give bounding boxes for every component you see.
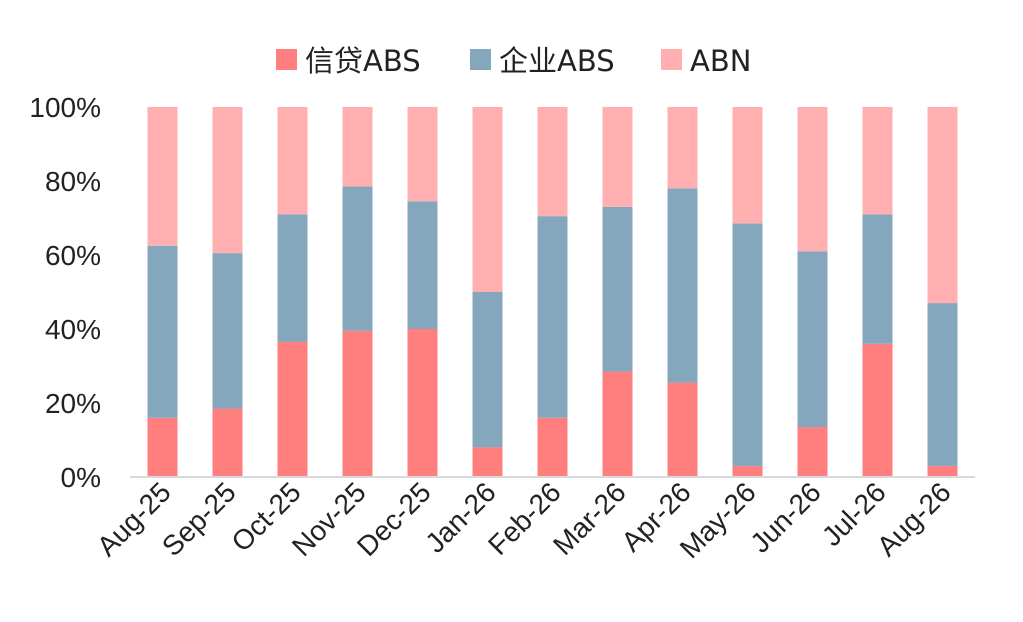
y-tick-label: 0% (61, 462, 101, 493)
bar-segment (147, 417, 178, 477)
bar-segment (472, 292, 503, 448)
x-axis: Aug-25Sep-25Oct-25Nov-25Dec-25Jan-26Feb-… (91, 476, 975, 564)
bar-segment (862, 107, 893, 215)
bar-segment (212, 253, 243, 409)
bar-segment (277, 107, 308, 215)
bar-segment (537, 107, 568, 217)
x-tick-label: Jun-26 (744, 476, 826, 558)
bar-segment (797, 107, 828, 252)
bar-segment (277, 214, 308, 342)
bar-segment (602, 371, 633, 477)
bar-segment (147, 245, 178, 418)
bar-segment (732, 223, 763, 466)
legend-label: 信贷ABS (305, 44, 421, 78)
legend: 信贷ABS 企业ABS ABN (276, 44, 751, 78)
y-tick-label: 60% (45, 240, 101, 271)
bar-segment (407, 201, 438, 329)
bar-segment (927, 303, 958, 466)
legend-swatch (470, 49, 491, 70)
bar-segment (472, 447, 503, 477)
bar-segment (732, 465, 763, 477)
bar-segment (212, 408, 243, 477)
bar-segment (602, 107, 633, 207)
y-tick-label: 100% (29, 92, 101, 123)
bar-segment (927, 107, 958, 304)
x-tick-label: Dec-25 (351, 476, 437, 562)
bar-segment (147, 107, 178, 246)
bar-segment (667, 382, 698, 477)
bar-segment (927, 465, 958, 477)
y-tick-label: 40% (45, 314, 101, 345)
bar-segment (862, 343, 893, 477)
y-tick-label: 80% (45, 166, 101, 197)
x-tick-label: Mar-26 (547, 476, 632, 561)
bar-segment (667, 107, 698, 189)
legend-label: 企业ABS (499, 44, 615, 78)
bar-segment (277, 341, 308, 477)
bar-segment (342, 107, 373, 187)
bar-segment (407, 107, 438, 202)
bar-segment (667, 188, 698, 383)
x-tick-label: Sep-25 (156, 476, 242, 562)
bar-segment (472, 107, 503, 292)
x-tick-label: Aug-26 (871, 476, 957, 562)
legend-swatch (661, 49, 682, 70)
bar-segment (342, 186, 373, 331)
legend-label: ABN (690, 44, 751, 78)
bar-segment (602, 206, 633, 372)
x-tick-label: Feb-26 (482, 476, 567, 561)
bar-segment (797, 251, 828, 428)
bar-segment (342, 330, 373, 477)
y-axis: 0% 20% 40% 60% 80% 100% (29, 92, 101, 493)
y-tick-label: 20% (45, 388, 101, 419)
bar-segment (212, 107, 243, 254)
bar-segment (407, 329, 438, 477)
bars (147, 107, 958, 477)
bar-segment (732, 107, 763, 224)
bar-segment (862, 214, 893, 344)
legend-swatch (276, 49, 297, 70)
bar-segment (537, 417, 568, 477)
bar-segment (797, 427, 828, 477)
bar-segment (537, 216, 568, 418)
